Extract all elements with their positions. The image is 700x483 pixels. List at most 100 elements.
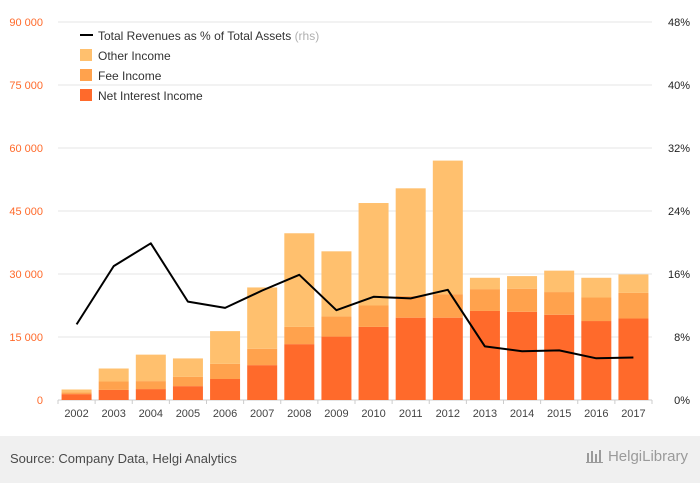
x-tick-label: 2017 bbox=[621, 408, 645, 420]
legend-item-fee-income: Fee Income bbox=[80, 69, 162, 83]
bar-other-income bbox=[172, 358, 203, 377]
x-tick-label: 2014 bbox=[510, 408, 534, 420]
chart: 0 15 000 30 000 45 000 60 000 75 000 90 000 0%… bbox=[9, 17, 690, 420]
bar-other-income bbox=[98, 368, 129, 382]
bar-other-income bbox=[469, 277, 500, 290]
bar-fee-income bbox=[135, 381, 166, 390]
x-tick-label: 2012 bbox=[436, 408, 460, 420]
x-axis: 2002 2003 2004 2005 2006 2007 2008 2009 2010 2011… bbox=[57, 400, 653, 420]
bar-fee-income bbox=[210, 363, 241, 379]
bar-fee-income bbox=[544, 292, 575, 315]
y-left-tick-label: 45 000 bbox=[9, 206, 43, 218]
x-tick-label: 2006 bbox=[213, 408, 237, 420]
bar-fee-income bbox=[507, 288, 538, 312]
bar-other-income bbox=[432, 160, 463, 295]
bar-fee-income bbox=[284, 326, 315, 345]
y-left-tick-label: 90 000 bbox=[9, 17, 43, 29]
bar-net-interest-income bbox=[395, 317, 426, 400]
bar-fee-income bbox=[358, 305, 389, 327]
y-axis-right: 0% 8% 16% 24% 32% 40% 48% bbox=[668, 17, 690, 407]
bar-net-interest-income bbox=[98, 389, 129, 400]
bar-other-income bbox=[61, 389, 92, 393]
legend-swatch-net-interest-income bbox=[80, 89, 92, 101]
bar-fee-income bbox=[98, 381, 129, 390]
bar-other-income bbox=[135, 354, 166, 382]
y-right-tick-label: 16% bbox=[668, 269, 690, 281]
bar-other-income bbox=[210, 331, 241, 364]
y-right-tick-label: 8% bbox=[674, 332, 690, 344]
y-axis-left: 0 15 000 30 000 45 000 60 000 75 000 90 000 bbox=[9, 17, 43, 407]
bar-other-income bbox=[581, 277, 612, 298]
bar-other-income bbox=[507, 276, 538, 289]
bar-net-interest-income bbox=[284, 344, 315, 400]
bar-other-income bbox=[358, 203, 389, 306]
line-total-revenues-pct-assets bbox=[75, 242, 634, 360]
legend: Total Revenues as % of Total Assets (rhs… bbox=[80, 29, 319, 103]
y-right-tick-label: 32% bbox=[668, 143, 690, 155]
bar-fee-income bbox=[581, 297, 612, 322]
bar-net-interest-income bbox=[469, 310, 500, 400]
bar-net-interest-income bbox=[172, 386, 203, 400]
bar-fee-income bbox=[469, 289, 500, 311]
bar-fee-income bbox=[321, 316, 352, 337]
x-tick-label: 2011 bbox=[399, 408, 423, 420]
bar-fee-income bbox=[172, 376, 203, 387]
bar-net-interest-income bbox=[581, 321, 612, 400]
source-text: Source: Company Data, Helgi Analytics bbox=[10, 451, 237, 466]
y-right-tick-label: 0% bbox=[674, 395, 690, 407]
legend-item-net-interest-income: Net Interest Income bbox=[80, 89, 203, 103]
library-icon bbox=[585, 450, 603, 463]
x-tick-label: 2002 bbox=[64, 408, 88, 420]
bar-fee-income bbox=[247, 348, 278, 366]
bar-net-interest-income bbox=[247, 365, 278, 400]
x-tick-label: 2004 bbox=[139, 408, 163, 420]
bar-other-income bbox=[544, 270, 575, 293]
x-tick-label: 2005 bbox=[176, 408, 200, 420]
x-tick-label: 2009 bbox=[324, 408, 348, 420]
legend-label-other-income: Other Income bbox=[98, 49, 171, 63]
legend-item-other-income: Other Income bbox=[80, 49, 171, 63]
y-right-tick-label: 24% bbox=[668, 206, 690, 218]
bar-net-interest-income bbox=[507, 311, 538, 400]
x-tick-label: 2016 bbox=[584, 408, 608, 420]
legend-line-label: Total Revenues as % of Total Assets (rhs… bbox=[98, 29, 319, 43]
bars bbox=[61, 160, 649, 400]
x-tick-label: 2007 bbox=[250, 408, 274, 420]
bar-other-income bbox=[618, 274, 649, 293]
bar-net-interest-income bbox=[61, 394, 92, 400]
y-right-tick-label: 40% bbox=[668, 80, 690, 92]
y-left-tick-label: 60 000 bbox=[9, 143, 43, 155]
line-series bbox=[75, 242, 634, 360]
brand-logo[interactable]: HelgiLibrary bbox=[585, 448, 688, 465]
x-tick-label: 2008 bbox=[287, 408, 311, 420]
y-right-tick-label: 48% bbox=[668, 17, 690, 29]
bar-other-income bbox=[247, 287, 278, 349]
bar-net-interest-income bbox=[210, 379, 241, 400]
y-left-tick-label: 0 bbox=[37, 395, 43, 407]
legend-swatch-fee-income bbox=[80, 69, 92, 81]
x-tick-label: 2003 bbox=[101, 408, 125, 420]
bar-fee-income bbox=[61, 392, 92, 395]
bar-net-interest-income bbox=[432, 317, 463, 400]
bar-other-income bbox=[395, 188, 426, 296]
x-tick-label: 2010 bbox=[361, 408, 385, 420]
bar-net-interest-income bbox=[544, 314, 575, 400]
bar-fee-income bbox=[395, 295, 426, 318]
bar-net-interest-income bbox=[358, 326, 389, 400]
y-left-tick-label: 30 000 bbox=[9, 269, 43, 281]
brand-label: HelgiLibrary bbox=[607, 448, 688, 465]
x-tick-label: 2015 bbox=[547, 408, 571, 420]
y-left-tick-label: 15 000 bbox=[9, 332, 43, 344]
grid bbox=[58, 21, 652, 401]
x-tick-label: 2013 bbox=[473, 408, 497, 420]
bar-fee-income bbox=[618, 292, 649, 319]
legend-label-net-interest-income: Net Interest Income bbox=[98, 89, 203, 103]
legend-swatch-other-income bbox=[80, 49, 92, 61]
bar-net-interest-income bbox=[321, 336, 352, 400]
legend-item-line: Total Revenues as % of Total Assets (rhs… bbox=[80, 29, 319, 43]
bar-net-interest-income bbox=[135, 389, 166, 400]
legend-label-fee-income: Fee Income bbox=[98, 69, 162, 83]
y-left-tick-label: 75 000 bbox=[9, 80, 43, 92]
bar-net-interest-income bbox=[618, 318, 649, 400]
footer: Source: Company Data, Helgi Analytics He… bbox=[0, 436, 700, 483]
